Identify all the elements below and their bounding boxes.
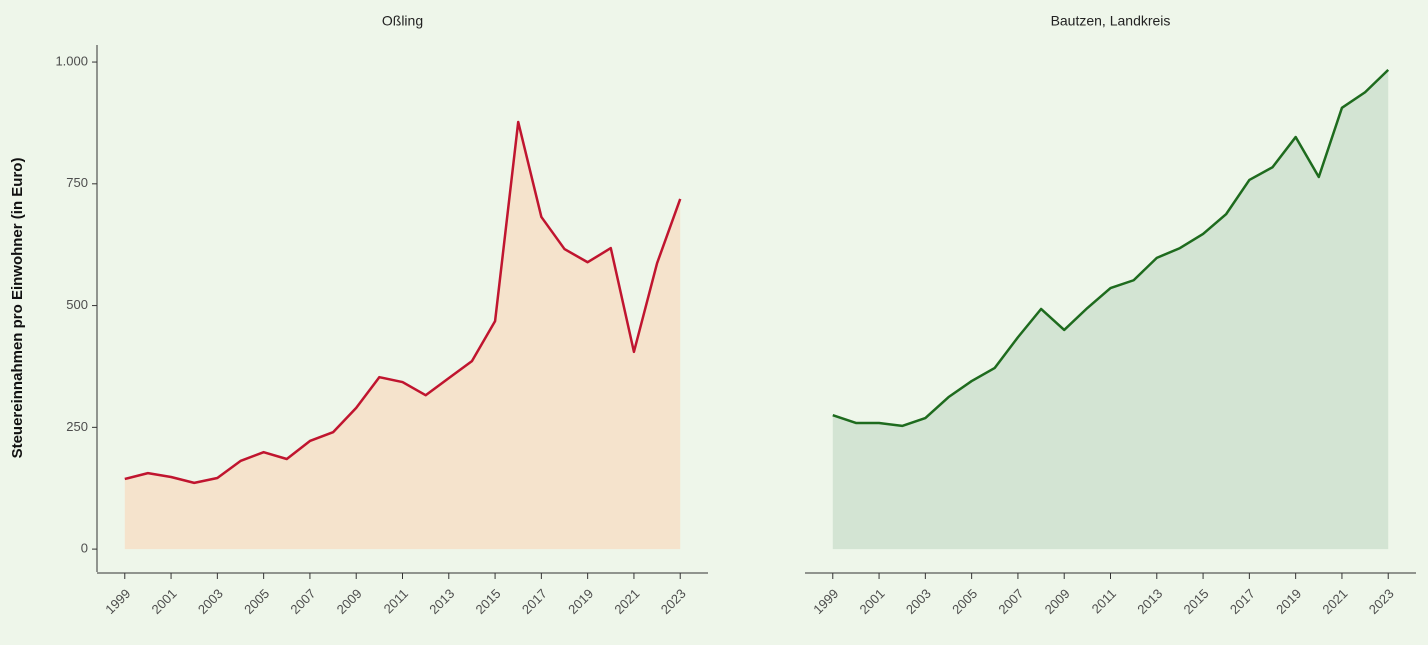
y-tick-label: 250 bbox=[66, 419, 88, 434]
x-tick-label: 2005 bbox=[241, 586, 272, 617]
area bbox=[832, 69, 1389, 550]
y-tick-label: 1.000 bbox=[55, 53, 88, 68]
x-tick-label: 2011 bbox=[1089, 586, 1119, 616]
x-tick-label: 2013 bbox=[1134, 586, 1165, 617]
x-tick-label: 2023 bbox=[1366, 586, 1397, 617]
line bbox=[832, 68, 1390, 428]
x-tick-label: 2021 bbox=[611, 586, 642, 617]
x-tick-label: 2003 bbox=[195, 586, 226, 617]
x-tick-label: 2011 bbox=[381, 586, 411, 616]
x-tick-label: 2019 bbox=[565, 586, 596, 617]
x-tick-label: 2021 bbox=[1319, 586, 1350, 617]
x-tick-label: 2001 bbox=[857, 586, 888, 617]
x-tick-label: 1999 bbox=[810, 586, 841, 617]
panel-title: Bautzen, Landkreis bbox=[1051, 13, 1171, 29]
x-tick-label: 2005 bbox=[949, 586, 980, 617]
x-tick-label: 2015 bbox=[473, 586, 504, 617]
line bbox=[124, 120, 682, 485]
x-tick-label: 2009 bbox=[1042, 586, 1073, 617]
x-tick-label: 2017 bbox=[519, 586, 550, 617]
panel-title: Oßling bbox=[382, 13, 423, 29]
y-tick-label: 500 bbox=[66, 297, 88, 312]
x-tick-label: 2001 bbox=[149, 586, 180, 617]
x-tick-label: 2023 bbox=[658, 586, 689, 617]
y-axis-label: Steuereinnahmen pro Einwohner (in Euro) bbox=[9, 158, 26, 459]
x-tick-label: 2007 bbox=[287, 586, 318, 617]
x-tick-label: 2009 bbox=[334, 586, 365, 617]
x-tick-label: 2019 bbox=[1273, 586, 1304, 617]
x-tick-label: 2007 bbox=[995, 586, 1026, 617]
x-tick-label: 2013 bbox=[426, 586, 457, 617]
x-tick-label: 1999 bbox=[102, 586, 133, 617]
area bbox=[124, 121, 681, 550]
y-tick-label: 750 bbox=[66, 175, 88, 190]
x-tick-label: 2003 bbox=[903, 586, 934, 617]
y-tick-label: 0 bbox=[81, 541, 88, 556]
x-tick-label: 2015 bbox=[1181, 586, 1212, 617]
x-tick-label: 2017 bbox=[1227, 586, 1258, 617]
